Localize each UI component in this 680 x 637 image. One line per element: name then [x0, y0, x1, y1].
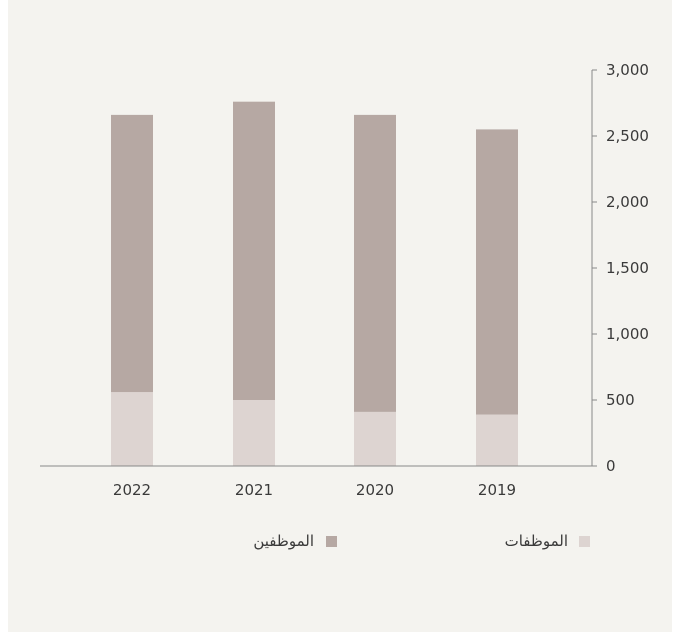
legend-swatch [326, 536, 337, 547]
x-tick-label: 2019 [478, 481, 516, 499]
bars-group [111, 101, 518, 466]
legend: الموظفات الموظفين [253, 532, 590, 550]
bar-2020-series-1 [354, 114, 396, 412]
y-tick-label: 2,500 [606, 127, 649, 145]
y-axis-ticks: 0 500 1,000 1,500 2,000 2,500 3,000 [592, 61, 649, 475]
legend-swatch [579, 536, 590, 547]
y-tick-label: 2,000 [606, 193, 649, 211]
x-axis-ticks: 2022 2021 2020 2019 [113, 481, 516, 499]
x-tick-label: 2020 [356, 481, 394, 499]
bar-2020-series-0 [354, 411, 396, 466]
bar-2022-series-1 [111, 114, 153, 393]
x-tick-label: 2022 [113, 481, 151, 499]
bar-2022-series-0 [111, 392, 153, 466]
bar-2021-series-0 [233, 400, 275, 466]
legend-label: الموظفات [505, 532, 568, 550]
y-tick-label: 0 [606, 457, 616, 475]
y-tick-label: 1,000 [606, 325, 649, 343]
bar-2019-series-0 [476, 414, 518, 466]
bar-2019-series-1 [476, 129, 518, 415]
y-tick-label: 1,500 [606, 259, 649, 277]
bar-2021-series-1 [233, 101, 275, 401]
y-tick-label: 500 [606, 391, 635, 409]
x-tick-label: 2021 [235, 481, 273, 499]
y-tick-label: 3,000 [606, 61, 649, 79]
legend-label: الموظفين [253, 532, 314, 550]
